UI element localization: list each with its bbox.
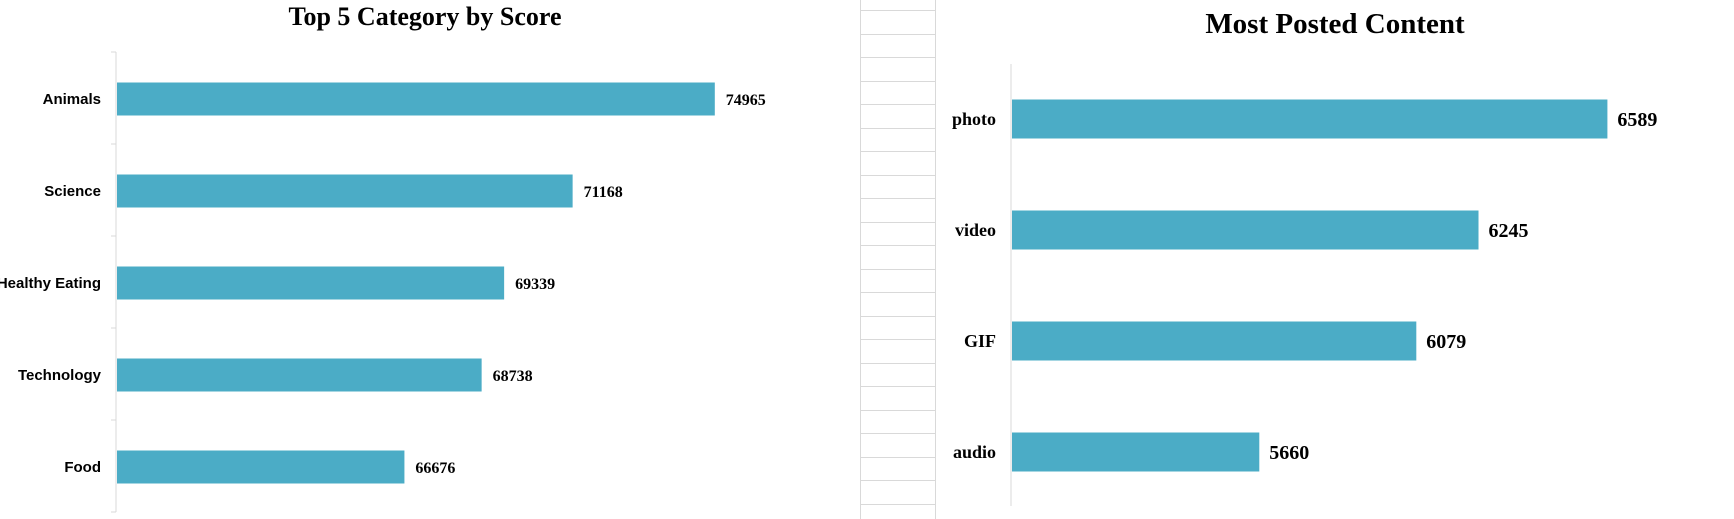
data-label: 66676 [415, 460, 455, 477]
bar [1012, 321, 1417, 361]
data-label: 5660 [1269, 442, 1309, 464]
grid-row-line [861, 198, 935, 199]
category-label: audio [953, 442, 996, 462]
grid-row-line [861, 80, 935, 82]
data-label: 71168 [584, 184, 623, 201]
grid-row-line [861, 409, 935, 411]
data-label: 6589 [1617, 109, 1657, 131]
grid-row-line [861, 339, 935, 340]
bar [117, 450, 405, 484]
grid-row-line [861, 221, 935, 223]
bar [117, 266, 505, 300]
category-label: GIF [964, 331, 996, 351]
category-label: video [955, 220, 996, 240]
grid-row-line [861, 292, 935, 293]
grid-row-line [861, 315, 935, 317]
data-label: 6079 [1426, 331, 1466, 353]
category-score-plot: Animals 74965 Science 71168 Healthy Eating 69… [0, 51, 766, 513]
category-label: Healthy Eating [0, 275, 101, 292]
grid-row-line [861, 127, 935, 129]
data-label: 74965 [726, 92, 766, 109]
category-label: photo [952, 109, 996, 129]
data-label: 68738 [493, 368, 533, 385]
posted-content-plot: photo 6589 video 6245 GIF 6079 audio 5660 [952, 64, 1657, 506]
grid-row-line [861, 33, 935, 35]
grid-row-line [861, 433, 935, 434]
grid-row-line [861, 10, 935, 11]
bar [1012, 210, 1479, 250]
grid-row-line [861, 57, 935, 58]
data-label: 6245 [1489, 220, 1529, 242]
bar [117, 358, 482, 392]
grid-row-line [861, 174, 935, 176]
grid-row-line [861, 386, 935, 387]
bar [1012, 99, 1608, 139]
chart-title: Most Posted Content [1205, 8, 1465, 40]
grid-row-line [861, 268, 935, 270]
data-label: 69339 [515, 276, 555, 293]
bar [1012, 432, 1260, 472]
grid-row-line [861, 362, 935, 364]
category-label: Technology [18, 367, 102, 384]
grid-row-line [861, 104, 935, 105]
category-label: Science [44, 183, 101, 200]
posted-content-chart: Most Posted Content photo 6589 video 6245 GI… [936, 0, 1734, 519]
grid-row-line [861, 503, 935, 505]
grid-row-line [861, 456, 935, 458]
spreadsheet-grid-strip [860, 0, 936, 519]
grid-row-line [861, 151, 935, 152]
category-score-chart: Top 5 Category by Score Animals 74965 Scie… [0, 0, 860, 519]
grid-row-line [861, 480, 935, 481]
bar [117, 82, 715, 116]
chart-title: Top 5 Category by Score [288, 2, 562, 31]
category-label: Food [64, 459, 101, 476]
bar [117, 174, 573, 208]
category-label: Animals [43, 91, 101, 108]
grid-row-line [861, 245, 935, 246]
